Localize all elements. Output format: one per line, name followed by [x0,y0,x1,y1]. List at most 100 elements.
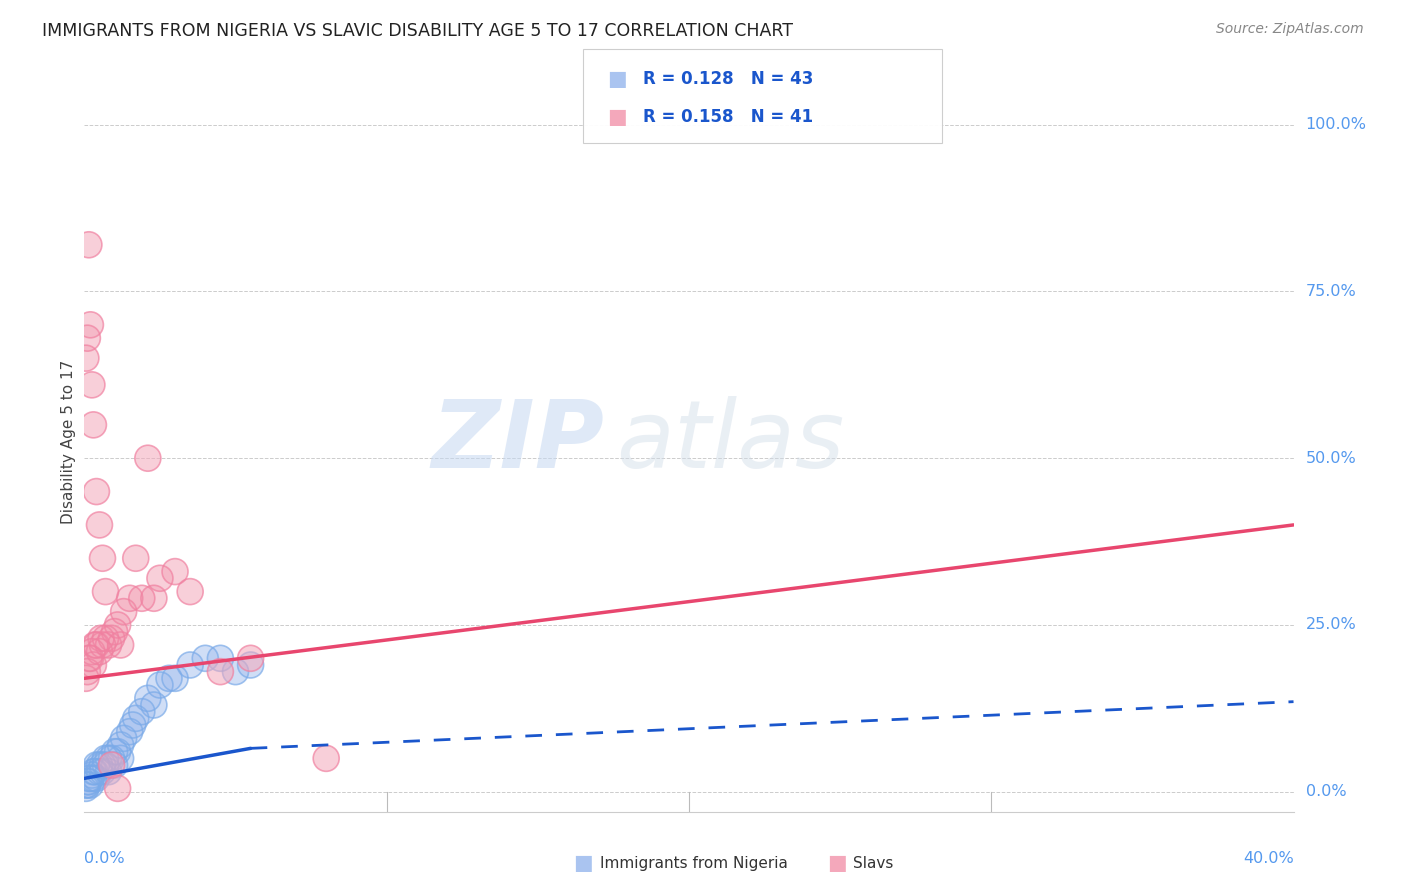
Point [239,657,262,672]
Text: 40.0%: 40.0% [1243,851,1294,865]
Point [97,764,120,779]
Point [94,632,117,646]
Point [149,678,172,692]
Point [118,724,141,739]
Point [75,778,97,792]
Point [239,657,262,672]
Point [77,772,100,786]
Text: R = 0.128   N = 43: R = 0.128 N = 43 [643,70,813,88]
Point [94,751,117,765]
Text: 50.0%: 50.0% [1306,450,1357,466]
Point [165,671,187,685]
Point [82,772,104,786]
Point [76,665,98,679]
Point [79,772,101,786]
Point [110,638,132,652]
Point [315,751,337,765]
Point [104,624,127,639]
Point [80,377,103,392]
Point [118,591,141,606]
Point [157,671,180,685]
Text: Immigrants from Nigeria: Immigrants from Nigeria [600,856,789,871]
Point [89,517,111,532]
Point [84,764,107,779]
Point [76,778,98,792]
Point [80,645,103,659]
Point [107,618,129,632]
Point [97,764,120,779]
Text: 75.0%: 75.0% [1306,284,1357,299]
Point [76,774,98,789]
Point [89,645,111,659]
Point [86,484,108,499]
Point [86,772,108,786]
Point [91,638,114,652]
Point [110,738,132,752]
Point [136,451,159,466]
Point [100,751,122,765]
Point [136,691,159,706]
Text: ■: ■ [607,107,627,127]
Point [94,758,117,772]
Point [179,584,201,599]
Point [100,758,122,772]
Text: 0.0%: 0.0% [84,851,125,865]
Point [112,605,135,619]
Point [112,731,135,746]
Point [131,705,153,719]
Point [125,551,148,566]
Point [77,772,100,786]
Point [118,724,141,739]
Text: ■: ■ [607,69,627,89]
Point [104,624,127,639]
Point [75,671,97,685]
Point [82,764,104,779]
Point [209,651,232,665]
Point [86,772,108,786]
Text: R = 0.158   N = 41: R = 0.158 N = 41 [643,108,813,126]
Point [82,764,104,779]
Point [80,377,103,392]
Point [86,638,108,652]
Point [79,318,101,332]
Point [75,351,97,366]
Point [82,772,104,786]
Point [149,678,172,692]
Point [125,711,148,725]
Point [165,671,187,685]
Point [77,237,100,252]
Point [179,657,201,672]
Point [136,691,159,706]
Point [112,731,135,746]
Point [76,331,98,345]
Text: IMMIGRANTS FROM NIGERIA VS SLAVIC DISABILITY AGE 5 TO 17 CORRELATION CHART: IMMIGRANTS FROM NIGERIA VS SLAVIC DISABI… [42,22,793,40]
Point [80,768,103,782]
Point [125,711,148,725]
Point [157,671,180,685]
Point [142,698,165,712]
Point [118,591,141,606]
Point [77,651,100,665]
Point [100,751,122,765]
Point [239,651,262,665]
Point [76,665,98,679]
Text: 0.0%: 0.0% [1306,784,1346,799]
Point [79,651,101,665]
Point [209,651,232,665]
Point [86,758,108,772]
Point [142,698,165,712]
Point [82,657,104,672]
Point [100,632,122,646]
Point [91,638,114,652]
Point [104,758,127,772]
Point [75,671,97,685]
Point [84,638,107,652]
Point [121,718,143,732]
Text: atlas: atlas [616,396,845,487]
Point [80,645,103,659]
Point [89,764,111,779]
Point [82,417,104,432]
Point [89,645,111,659]
Point [97,638,120,652]
Point [91,764,114,779]
